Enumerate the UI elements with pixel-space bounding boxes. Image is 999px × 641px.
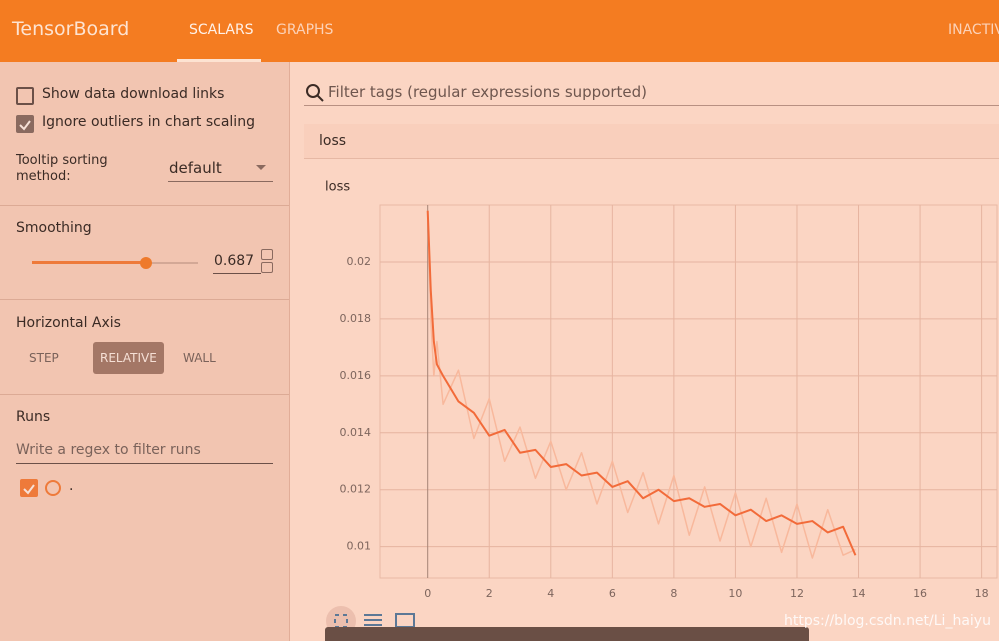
header: TensorBoard SCALARS GRAPHS INACTIV: [0, 0, 999, 62]
watermark: https://blog.csdn.net/Li_haiyu: [784, 613, 991, 629]
chart-title: loss: [325, 180, 350, 195]
tab[interactable]: GRAPHS: [276, 22, 334, 38]
x-tick-label: 8: [670, 587, 677, 600]
axis-option-label: STEP: [29, 351, 59, 365]
x-tick-label: 2: [486, 587, 493, 600]
bottom-bar: [325, 627, 809, 641]
x-tick-label: 4: [547, 587, 554, 600]
x-tick-label: 12: [790, 587, 804, 600]
axis-option[interactable]: RELATIVE: [93, 342, 164, 374]
tag-filter[interactable]: Filter tags (regular expressions support…: [304, 80, 999, 106]
check-mark: [23, 484, 35, 495]
y-tick-label: 0.02: [347, 255, 372, 268]
tab[interactable]: SCALARS: [189, 22, 254, 38]
runs-label: Runs: [16, 409, 51, 425]
x-tick-label: 14: [852, 587, 866, 600]
y-tick-label: 0.016: [340, 369, 372, 382]
axis-option[interactable]: STEP: [22, 342, 66, 374]
tag-filter-placeholder: Filter tags (regular expressions support…: [328, 83, 648, 101]
axis-option[interactable]: WALL: [176, 342, 223, 374]
plot-area: [379, 204, 998, 579]
smoothing-input[interactable]: 0.687: [213, 248, 261, 274]
tooltip-label: Tooltip sorting method:: [16, 153, 108, 184]
check-mark: [19, 120, 31, 131]
search-icon: [306, 84, 324, 102]
smoothing-value: 0.687: [214, 253, 255, 269]
smoothing-label: Smoothing: [16, 220, 92, 236]
run-checkbox[interactable]: [20, 479, 38, 497]
chart: loss 0.01 0.012 0.014 0.016 0.018 0.02 0 2 4 6 8 10…: [325, 180, 998, 600]
slider-knob[interactable]: [140, 257, 153, 269]
spin-up[interactable]: [261, 249, 273, 260]
x-tick-label: 10: [728, 587, 742, 600]
runs-filter[interactable]: Write a regex to filter runs: [16, 440, 273, 464]
horizontal-axis-label: Horizontal Axis: [16, 315, 121, 331]
axis-option-label: WALL: [183, 351, 216, 365]
sidebar: Show data download links Ignore outliers …: [0, 62, 290, 641]
y-tick-label: 0.01: [347, 540, 372, 553]
data-line: [426, 210, 856, 559]
tooltip-select[interactable]: default: [168, 154, 273, 182]
slider-fill: [32, 261, 147, 264]
tab-indicator: [177, 59, 261, 62]
data-line: [426, 210, 857, 556]
run-color[interactable]: [45, 480, 61, 496]
app-title: TensorBoard: [12, 18, 130, 40]
dropdown-arrow: [256, 165, 266, 170]
x-tick-label: 18: [975, 587, 989, 600]
y-tick-label: 0.014: [340, 426, 372, 439]
card-title: loss: [319, 133, 347, 149]
checkbox[interactable]: [16, 115, 34, 133]
tooltip-value: default: [169, 159, 222, 177]
x-tick-label: 0: [424, 587, 431, 600]
checkbox-label: Show data download links: [42, 86, 225, 102]
checkbox[interactable]: [16, 87, 34, 105]
tab[interactable]: INACTIV: [948, 22, 999, 38]
axis-option-label: RELATIVE: [100, 351, 157, 365]
x-tick-label: 6: [609, 587, 616, 600]
runs-filter-placeholder: Write a regex to filter runs: [16, 442, 201, 458]
card-header[interactable]: loss: [304, 124, 999, 159]
spin-down[interactable]: [261, 262, 273, 273]
checkbox-label: Ignore outliers in chart scaling: [42, 114, 255, 130]
y-tick-label: 0.018: [340, 312, 372, 325]
y-tick-label: 0.012: [340, 483, 372, 496]
x-tick-label: 16: [913, 587, 927, 600]
run-name: .: [69, 478, 74, 494]
